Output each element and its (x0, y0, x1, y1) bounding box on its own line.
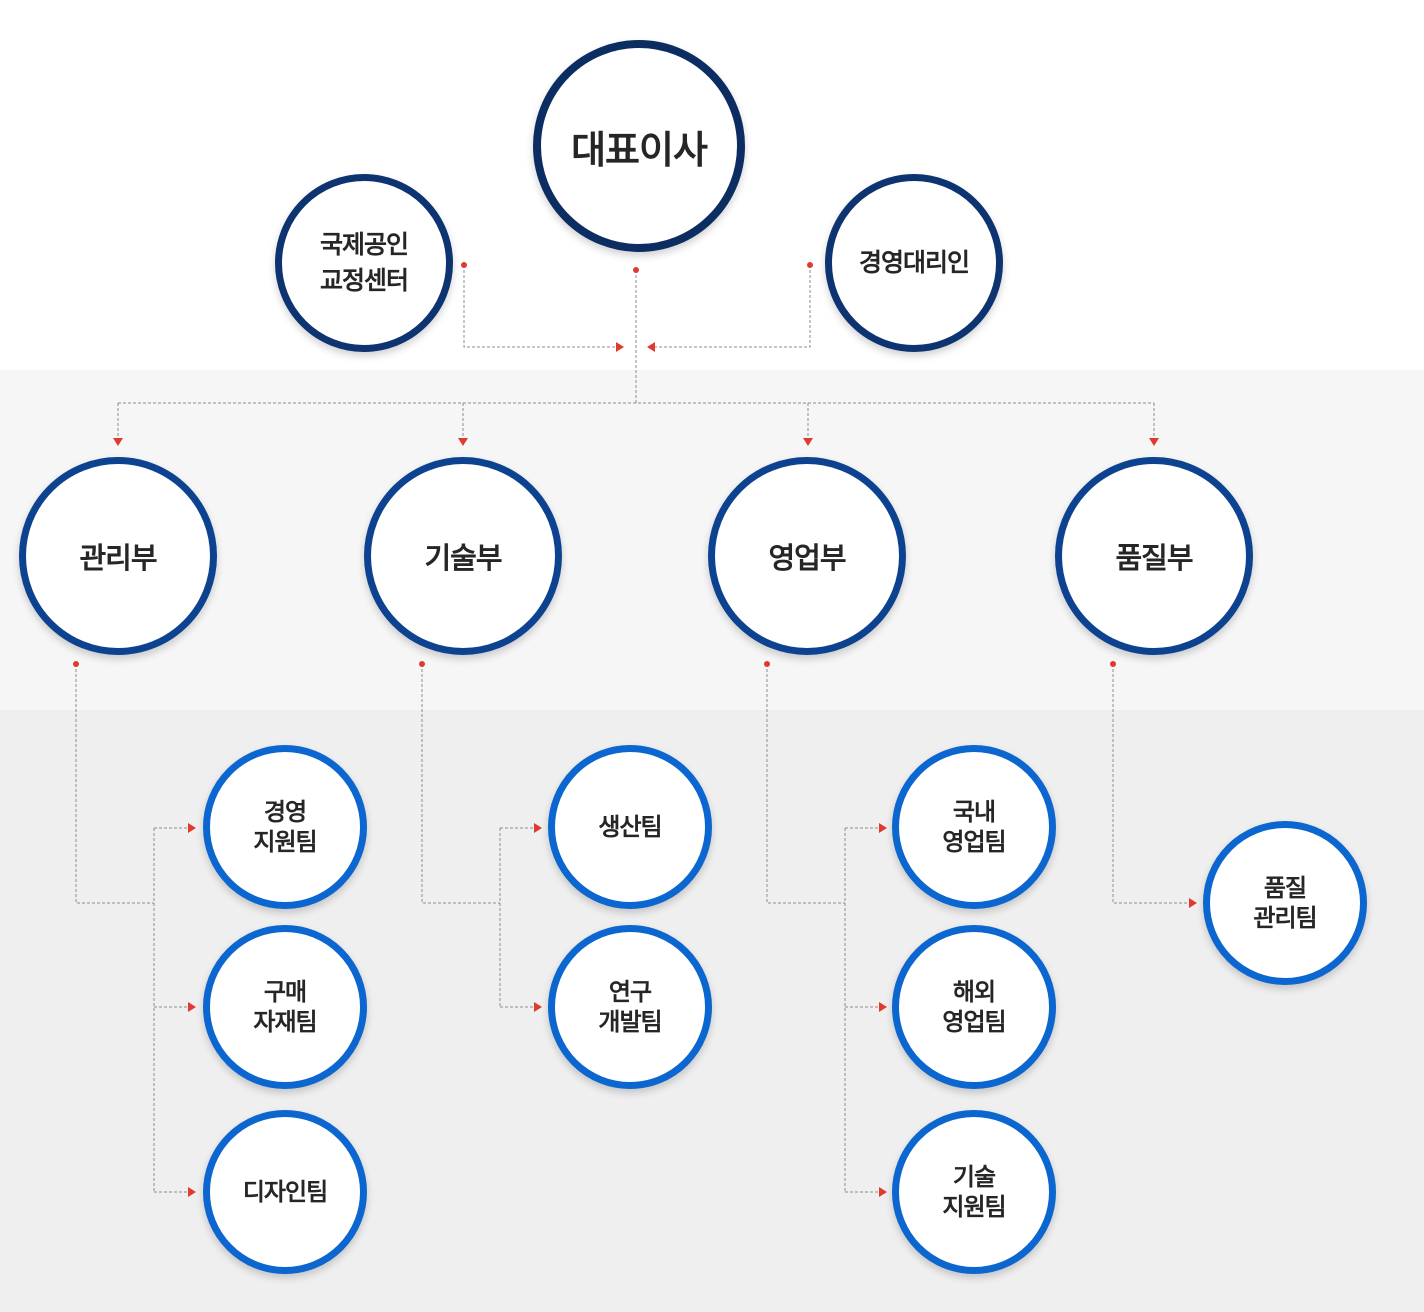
department-label: 관리부 (79, 541, 157, 575)
arrow-right (534, 823, 542, 833)
department-node-tech: 기술부 (364, 457, 562, 655)
team-node: 디자인팀 (203, 1110, 367, 1274)
team-node: 품질 관리팀 (1203, 821, 1367, 985)
arrow-right (879, 1002, 887, 1012)
arrow-right (188, 1187, 196, 1197)
team-label: 구매 자재팀 (253, 978, 317, 1036)
advisor-label: 국제공인 교정센터 (319, 230, 409, 295)
advisor-label: 경영대리인 (858, 248, 970, 277)
team-label: 디자인팀 (242, 1178, 328, 1206)
ceo-label: 대표이사 (571, 127, 708, 172)
arrow-down (803, 438, 813, 446)
team-label: 기술 지원팀 (942, 1163, 1006, 1221)
advisor-node-calibration: 국제공인 교정센터 (275, 174, 453, 352)
team-label: 품질 관리팀 (1253, 874, 1317, 932)
connector-advisor-left (463, 265, 616, 348)
connector-advisor-right (652, 265, 811, 348)
department-label: 품질부 (1115, 541, 1193, 575)
team-node: 구매 자재팀 (203, 925, 367, 1089)
connector-dot (1110, 661, 1116, 667)
connector-tech (421, 664, 534, 1008)
arrow-down (1149, 438, 1159, 446)
arrow-right (188, 1002, 196, 1012)
team-label: 연구 개발팀 (598, 978, 662, 1036)
connector-dot (419, 661, 425, 667)
connector-admin (75, 664, 188, 1193)
team-node: 연구 개발팀 (548, 925, 712, 1089)
department-label: 기술부 (424, 541, 502, 575)
department-node-sales: 영업부 (708, 457, 906, 655)
department-node-admin: 관리부 (19, 457, 217, 655)
team-label: 경영 지원팀 (253, 798, 317, 856)
team-label: 생산팀 (598, 813, 662, 841)
department-node-quality: 품질부 (1055, 457, 1253, 655)
department-label: 영업부 (768, 541, 846, 575)
arrow-down (113, 438, 123, 446)
team-node: 경영 지원팀 (203, 745, 367, 909)
connector-dot (764, 661, 770, 667)
team-node: 국내 영업팀 (892, 745, 1056, 909)
connector-dot (807, 262, 813, 268)
arrow-right (616, 342, 624, 352)
connector-dot (461, 262, 467, 268)
arrow-down (458, 438, 468, 446)
arrow-right (188, 823, 196, 833)
arrow-right (534, 1002, 542, 1012)
arrow-right (879, 823, 887, 833)
connector-dot (73, 661, 79, 667)
team-label: 해외 영업팀 (942, 978, 1006, 1036)
connector-dot (633, 267, 639, 273)
arrow-left (647, 342, 655, 352)
team-node: 해외 영업팀 (892, 925, 1056, 1089)
connector-quality (1112, 664, 1189, 904)
team-node: 기술 지원팀 (892, 1110, 1056, 1274)
team-label: 국내 영업팀 (942, 798, 1006, 856)
team-node: 생산팀 (548, 745, 712, 909)
connector-sales (766, 664, 879, 1193)
ceo-node: 대표이사 (533, 40, 745, 252)
arrow-right (1189, 898, 1197, 908)
advisor-node-management-agent: 경영대리인 (825, 174, 1003, 352)
arrow-right (879, 1187, 887, 1197)
